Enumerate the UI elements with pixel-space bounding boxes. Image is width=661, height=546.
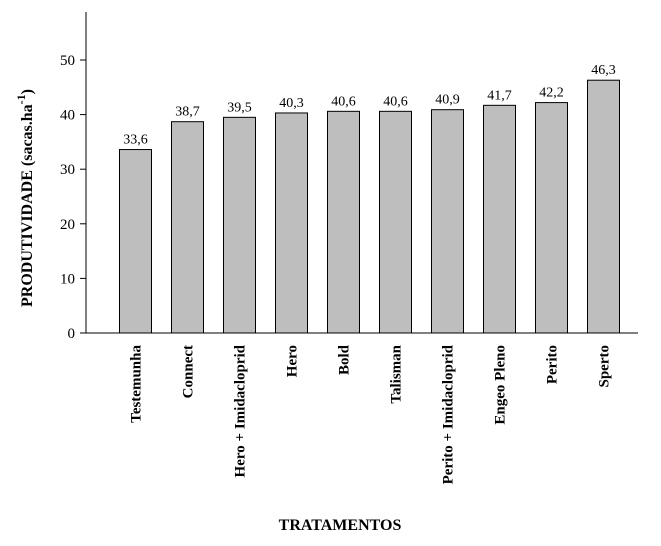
y-tick-label: 20	[60, 217, 75, 233]
category-labels: Testemunha Connect Hero + Imidacloprid Hero…	[129, 344, 613, 484]
y-axis-title-main: PRODUTIVIDADE (sacas.ha	[19, 104, 36, 307]
bar-value-label: 42,2	[539, 86, 564, 101]
bar-value-label: 39,5	[227, 100, 252, 115]
y-tick-label: 50	[60, 53, 75, 69]
bar	[327, 110, 360, 334]
y-axis-title-superscript: -1	[14, 94, 28, 104]
bar	[223, 116, 256, 334]
bar	[483, 104, 516, 334]
bar	[587, 79, 620, 334]
y-tick-label: 40	[60, 108, 75, 124]
bar-value-label: 40,3	[279, 96, 304, 111]
bar-value-label: 40,6	[331, 94, 356, 109]
bar	[535, 102, 568, 334]
bars	[119, 79, 620, 334]
bar	[431, 109, 464, 334]
category-label: Hero + Imidacloprid	[233, 344, 249, 477]
category-label: Talisman	[389, 344, 405, 403]
bar	[379, 110, 412, 334]
bar	[171, 121, 204, 334]
bar-value-label: 46,3	[591, 63, 616, 78]
category-label: Perito + Imidacloprid	[441, 344, 457, 484]
category-label: Engeo Pleno	[493, 345, 509, 425]
bar-value-label: 41,7	[487, 88, 512, 103]
y-axis-title-close: )	[19, 89, 36, 94]
bar	[119, 149, 152, 334]
bar	[275, 112, 308, 334]
bar-value-label: 33,6	[123, 133, 148, 148]
y-tick-label: 0	[68, 326, 76, 342]
category-label: Bold	[337, 344, 353, 375]
category-label: Connect	[181, 345, 197, 398]
y-axis-title: PRODUTIVIDADE (sacas.ha-1)	[14, 89, 36, 307]
data-labels: 33,6 38,7 39,5 40,3 40,6 40,6 40,9 41,7 42,2 46,3	[123, 63, 616, 147]
bar-value-label: 40,9	[435, 93, 460, 108]
x-axis-title: TRATAMENTOS	[279, 517, 402, 534]
category-label: Sperto	[597, 345, 613, 388]
y-tick-label: 10	[60, 271, 75, 287]
category-label: Perito	[545, 345, 561, 384]
category-label: Hero	[285, 345, 301, 377]
bar-value-label: 40,6	[383, 94, 408, 109]
bar-value-label: 38,7	[175, 105, 200, 120]
category-label: Testemunha	[129, 345, 145, 423]
y-tick-label: 30	[60, 162, 75, 178]
